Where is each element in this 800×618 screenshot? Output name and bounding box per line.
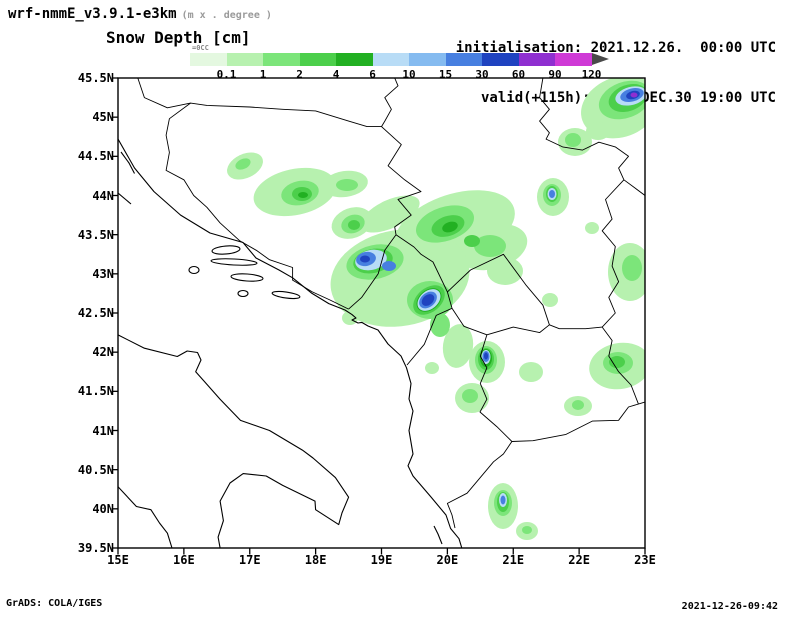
- y-axis-tick-label: 45.5N: [77, 71, 114, 85]
- border-layer: [137, 78, 645, 529]
- creation-timestamp: 2021-12-26-09:42: [681, 601, 778, 612]
- colorbar-segment: [299, 53, 336, 66]
- snow-shading-layer: [227, 78, 645, 540]
- plot-title-line: wrf-nmmE_v3.9.1-e3km (m x . degree ): [8, 6, 272, 23]
- y-axis-tick-label: 43.5N: [77, 227, 114, 242]
- colorbar-segment: [518, 53, 555, 66]
- border-albania-macedonia: [479, 334, 513, 442]
- run-info-block: initialisation: 2021.12.26. 00:00 UTC va…: [456, 6, 776, 140]
- border-montenegro-albania: [406, 307, 453, 366]
- border-serbia-bulgaria: [601, 179, 625, 328]
- y-axis-tick-label: 43N: [92, 266, 114, 281]
- border-slovenia-croatia-sava: [137, 78, 382, 128]
- y-axis-tick-label: 42.5N: [77, 306, 114, 320]
- y-axis-tick-label: 44N: [92, 188, 114, 203]
- snow-shade-30-60cm: [360, 90, 640, 360]
- border-croatia-serbia: [381, 78, 399, 127]
- island-lastovo: [237, 289, 249, 298]
- tick-marks: [111, 77, 646, 555]
- x-axis-tick-label: 23E: [634, 553, 656, 567]
- island-mljet: [271, 290, 301, 300]
- border-serbia-romania: [539, 78, 629, 180]
- y-axis-tick-label: 44.5N: [77, 149, 114, 164]
- grads-credit: GrADS: COLA/IGES: [6, 598, 103, 609]
- colorbar-tick-label: 1: [259, 68, 267, 81]
- island-dugi-otok: [118, 192, 132, 205]
- italy-tyrrhenian-coastline: [118, 486, 173, 548]
- colorbar-segment: [409, 53, 446, 66]
- x-axis-tick-label: 18E: [304, 553, 327, 567]
- y-axis-tick-label: 39.5N: [77, 541, 114, 555]
- island-pag: [120, 151, 135, 174]
- island-vis: [188, 265, 200, 275]
- colorbar-segment: [555, 53, 592, 66]
- island-korcula: [230, 273, 264, 282]
- border-drina-bosnia-serbia: [381, 126, 422, 235]
- x-axis-tick-label: 17E: [238, 553, 261, 567]
- x-axis-tick-label: 20E: [436, 553, 459, 567]
- coastline-layer: [118, 138, 463, 548]
- island-corfu: [433, 525, 443, 545]
- y-axis-tick-label: 41N: [92, 423, 114, 438]
- border-bosnia-montenegro: [348, 234, 397, 310]
- colorbar-tick-label: 4: [332, 68, 340, 81]
- model-title: wrf-nmmE_v3.9.1-e3km: [8, 6, 177, 22]
- x-axis-tick-label: 15E: [107, 553, 129, 567]
- balkan-coastline: [118, 138, 463, 548]
- y-axis-tick-label: 45N: [92, 110, 114, 125]
- colorbar-segment: [190, 53, 227, 66]
- x-axis-tick-label: 16E: [173, 553, 195, 567]
- colorbar-segment: [336, 53, 373, 66]
- border-kosovo-south-west: [451, 308, 488, 336]
- colorbar-overflow-arrow: [591, 53, 609, 65]
- border-kosovo-north-east: [447, 253, 550, 325]
- border-montenegro-serbia-kosovo: [395, 234, 453, 309]
- border-serbia-macedonia: [486, 324, 603, 336]
- border-bosnia-west: [165, 102, 349, 310]
- border-romania-bulgaria: [623, 179, 645, 196]
- colorbar-segment: [226, 53, 263, 66]
- colorbar-segment: [263, 53, 300, 66]
- colorbar-min-label: =0CC: [192, 44, 209, 52]
- colorbar-segment: [445, 53, 482, 66]
- colorbar-segment: [372, 53, 409, 66]
- colorbar-segment: [482, 53, 519, 66]
- italy-adriatic-coastline: [118, 334, 350, 548]
- y-axis-tick-label: 42N: [92, 345, 114, 360]
- initialisation-label: initialisation: 2021.12.26. 00:00 UTC: [455, 39, 776, 56]
- x-axis-tick-label: 21E: [502, 553, 525, 567]
- x-axis-tick-label: 22E: [568, 553, 590, 567]
- colorbar-tick-label: 2: [296, 68, 303, 81]
- border-macedonia-greece: [511, 401, 645, 442]
- colorbar: [190, 53, 592, 66]
- island-brac: [211, 245, 241, 255]
- border-macedonia-bulgaria: [601, 326, 639, 405]
- y-axis-tick-label: 41.5N: [77, 384, 114, 399]
- field-title: Snow Depth [cm]: [106, 28, 251, 47]
- colorbar-tick-label: 6: [369, 68, 376, 81]
- snow-shade-60-90cm: [630, 92, 638, 98]
- island-hvar: [210, 258, 258, 266]
- snow-shade-1-2cm: [235, 80, 645, 534]
- y-axis-tick-label: 40N: [92, 501, 114, 516]
- border-albania-greece: [446, 441, 513, 529]
- model-resolution-subtitle: (m x . degree ): [181, 10, 272, 21]
- y-axis-tick-label: 40.5N: [77, 462, 114, 477]
- x-axis-tick-label: 19E: [370, 553, 393, 567]
